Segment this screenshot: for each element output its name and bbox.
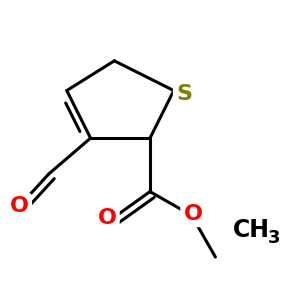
Text: O: O — [184, 204, 202, 224]
Text: O: O — [98, 208, 116, 228]
Text: CH: CH — [233, 218, 270, 242]
Text: S: S — [176, 83, 192, 103]
Text: O: O — [10, 196, 29, 217]
Text: O: O — [184, 204, 202, 224]
Text: O: O — [10, 196, 29, 217]
Text: O: O — [98, 208, 116, 228]
Text: S: S — [176, 83, 192, 103]
Text: 3: 3 — [267, 229, 280, 247]
